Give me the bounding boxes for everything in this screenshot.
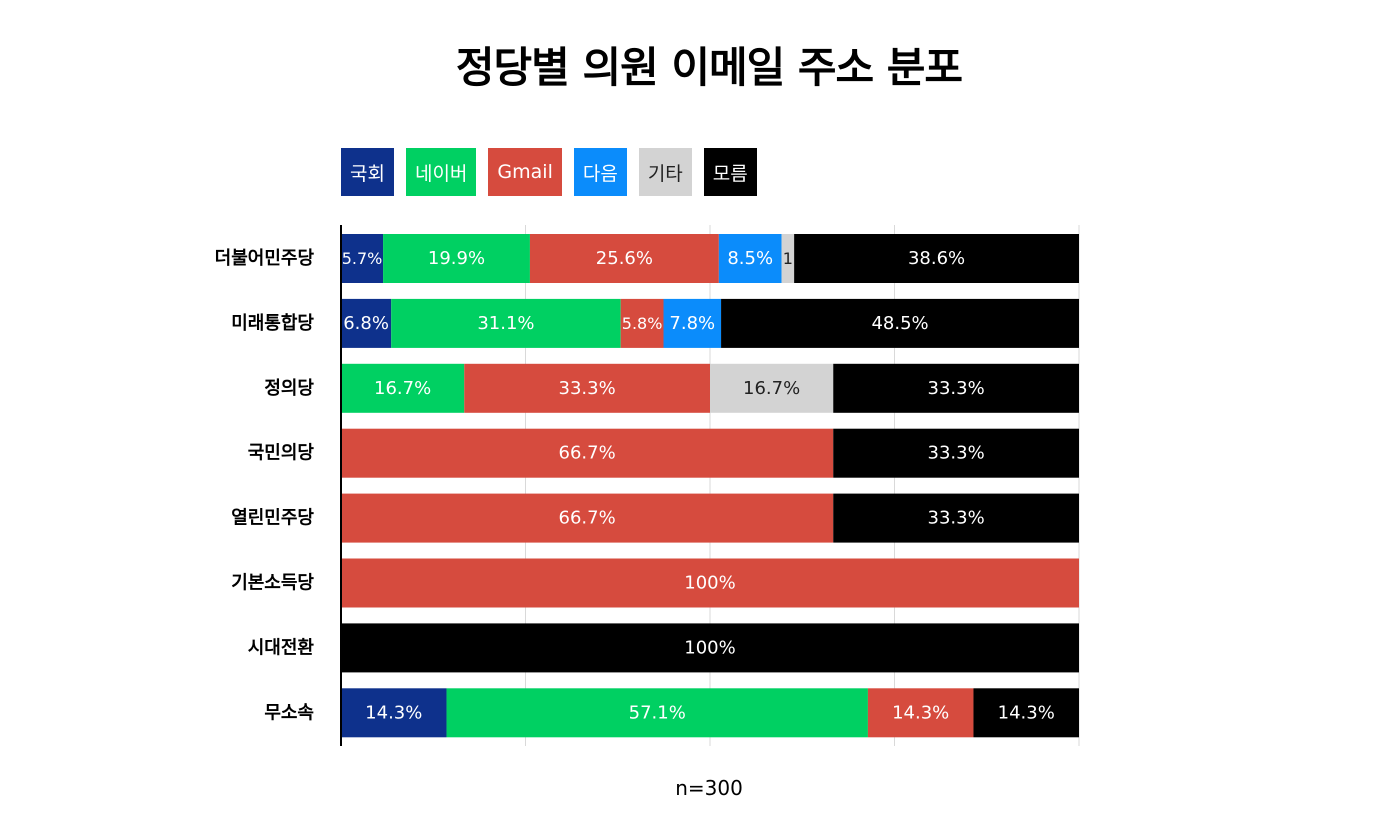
bar-segment bbox=[341, 493, 834, 543]
data-label: 5.7% bbox=[342, 249, 383, 268]
sample-size-note: n=300 bbox=[675, 776, 743, 800]
data-label: 100% bbox=[684, 637, 735, 658]
bar-segment bbox=[663, 298, 722, 348]
data-label: 14.3% bbox=[892, 702, 949, 723]
chart-title: 정당별 의원 이메일 주소 분포 bbox=[455, 43, 963, 92]
legend-item: 기타 bbox=[638, 148, 692, 196]
data-label: 6.8% bbox=[343, 313, 389, 334]
data-label: 16.7% bbox=[374, 378, 431, 399]
category-label: 시대전환 bbox=[248, 636, 315, 658]
data-label: 14.3% bbox=[365, 702, 422, 723]
data-label: 31.1% bbox=[477, 313, 534, 334]
data-label: 33.3% bbox=[559, 378, 616, 399]
bar-segment bbox=[341, 363, 465, 413]
bar-segment bbox=[464, 363, 710, 413]
bar-segment bbox=[341, 428, 834, 478]
data-label: 16.7% bbox=[743, 378, 800, 399]
legend-item: 네이버 bbox=[405, 148, 477, 196]
legend-item: 모름 bbox=[703, 148, 757, 196]
bar-segment bbox=[529, 234, 719, 283]
bar-segment bbox=[833, 428, 1079, 478]
bar-segment bbox=[391, 298, 621, 348]
data-label: 66.7% bbox=[559, 508, 616, 529]
category-label: 열린민주당 bbox=[231, 508, 314, 529]
bar-segment bbox=[718, 234, 782, 283]
bar-segment bbox=[710, 363, 834, 413]
bar-segment bbox=[341, 298, 392, 348]
category-label: 국민의당 bbox=[248, 443, 315, 464]
data-label: 1 bbox=[783, 249, 793, 268]
bar-segment bbox=[721, 298, 1079, 348]
bar-segment bbox=[833, 493, 1079, 543]
legend-item: 국회 bbox=[341, 148, 394, 196]
bar-segment bbox=[341, 558, 1079, 608]
bar-segment bbox=[973, 688, 1079, 738]
bar-segment bbox=[781, 234, 795, 283]
bar-segment bbox=[446, 688, 868, 738]
bar-segment bbox=[867, 688, 974, 738]
legend-item: Gmail bbox=[488, 148, 562, 196]
data-label: 5.8% bbox=[622, 314, 663, 333]
data-label: 48.5% bbox=[871, 313, 928, 334]
bar-segment bbox=[341, 688, 447, 738]
legend-item: 다음 bbox=[573, 148, 627, 196]
bar-segment bbox=[620, 298, 664, 348]
data-label: 14.3% bbox=[998, 702, 1055, 723]
data-label: 19.9% bbox=[428, 248, 485, 269]
category-label: 미래통합당 bbox=[231, 312, 314, 334]
category-label: 기본소득당 bbox=[231, 573, 314, 594]
data-label: 38.6% bbox=[908, 248, 965, 269]
data-label: 8.5% bbox=[727, 248, 773, 269]
category-label: 더불어민주당 bbox=[215, 248, 315, 269]
bar-segment bbox=[794, 234, 1079, 283]
category-label: 무소속 bbox=[264, 702, 314, 723]
data-label: 25.6% bbox=[596, 248, 653, 269]
data-label: 33.3% bbox=[928, 508, 985, 529]
bar-segment bbox=[341, 623, 1079, 673]
category-label: 정의당 bbox=[264, 378, 314, 399]
data-label: 66.7% bbox=[559, 443, 616, 464]
chart-legend: 국회 네이버 Gmail 다음 기타 모름 bbox=[341, 148, 757, 196]
data-label: 7.8% bbox=[669, 313, 715, 334]
bar-segment bbox=[383, 234, 530, 283]
data-label: 33.3% bbox=[928, 378, 985, 399]
bar-segment bbox=[833, 363, 1079, 413]
data-label: 57.1% bbox=[629, 702, 686, 723]
bar-segment bbox=[341, 234, 384, 283]
data-label: 100% bbox=[684, 573, 735, 594]
data-label: 33.3% bbox=[928, 443, 985, 464]
